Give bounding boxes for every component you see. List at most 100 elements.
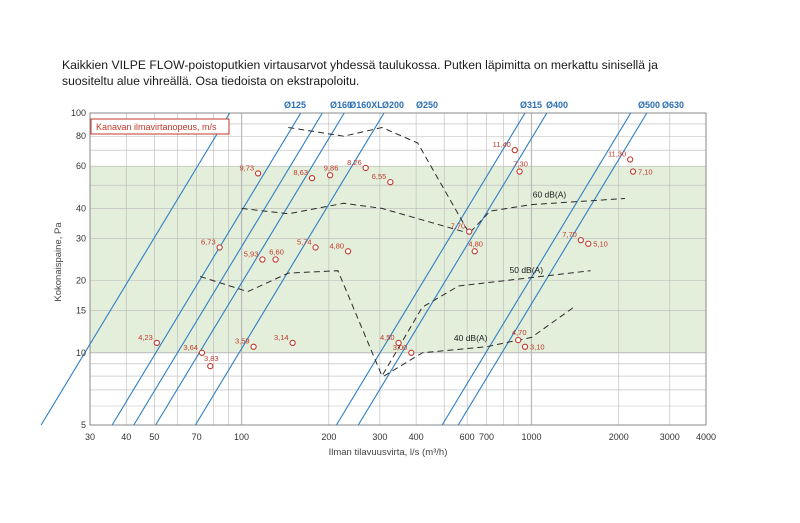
intro-text: Kaikkien VILPE FLOW-poistoputkien virtau… <box>62 58 658 88</box>
velocity-point <box>627 156 634 163</box>
x-tick-label: 1000 <box>521 432 541 442</box>
pipe-label: Ø315 <box>520 100 542 110</box>
velocity-label: 3,10 <box>530 343 545 352</box>
x-tick-label: 40 <box>121 432 131 442</box>
y-tick-label: 100 <box>71 108 86 118</box>
noise-curve <box>288 126 625 235</box>
noise-label: 40 dB(A) <box>454 333 488 343</box>
y-axis-label: Kokonaispaine, Pa <box>53 222 64 302</box>
velocity-label: 3,64 <box>183 343 198 352</box>
pipe-label: Ø160 <box>330 100 352 110</box>
velocity-label: 4,50 <box>380 333 395 342</box>
velocity-label: 3,00 <box>393 343 408 352</box>
velocity-point <box>408 349 415 356</box>
y-tick-label: 20 <box>76 276 86 286</box>
plot-frame <box>89 112 707 426</box>
x-tick-label: 700 <box>479 432 494 442</box>
velocity-label: 3,59 <box>235 337 250 346</box>
x-tick-label: 3000 <box>660 432 680 442</box>
velocity-point <box>577 236 584 244</box>
velocity-point <box>289 339 296 347</box>
noise-curves: 60 dB(A) 50 dB(A) 40 dB(A) <box>200 126 625 378</box>
legend: Kanavan ilmavirtanopeus, m/s <box>90 118 230 135</box>
velocity-point <box>629 168 637 175</box>
pipe-label: Ø400 <box>546 100 568 110</box>
legend-box <box>90 118 230 135</box>
velocity-point <box>511 146 518 154</box>
noise-curve <box>241 202 470 234</box>
pipe-line <box>40 112 231 426</box>
velocity-point <box>515 336 522 344</box>
pipe-label: Ø200 <box>382 100 404 110</box>
velocity-point <box>471 248 478 255</box>
velocity-label: 5,10 <box>593 240 608 249</box>
pipe-label: Ø160XL <box>349 100 383 110</box>
velocity-label: 4,23 <box>138 333 153 342</box>
pipe-label: Ø500 <box>638 100 660 110</box>
pipe-line <box>133 112 323 426</box>
velocity-label: 3,14 <box>274 333 289 342</box>
x-tick-label: 50 <box>149 432 159 442</box>
noise-curve <box>200 270 591 378</box>
velocity-label: 7,70 <box>562 230 577 239</box>
noise-label: 50 dB(A) <box>510 265 544 275</box>
pipe-label: Ø250 <box>416 100 438 110</box>
velocity-point <box>272 256 279 263</box>
pipe-line <box>111 112 302 426</box>
noise-label: 60 dB(A) <box>533 189 567 199</box>
velocity-point <box>395 339 402 347</box>
pipe-line <box>457 112 648 426</box>
velocity-point <box>153 339 160 347</box>
velocity-point <box>585 240 592 247</box>
velocity-label: 11,40 <box>493 140 511 149</box>
velocity-label: 7,70 <box>451 222 466 231</box>
pipe-line <box>194 112 385 426</box>
velocity-label: 6,55 <box>372 172 387 181</box>
velocity-label: 8,26 <box>347 158 362 167</box>
velocity-point <box>326 172 334 179</box>
velocity-point <box>516 168 523 175</box>
velocity-label: 3,83 <box>204 354 219 363</box>
y-tick-label: 30 <box>76 233 86 243</box>
velocity-point <box>254 170 262 177</box>
recommended-band <box>90 166 706 353</box>
velocity-label: 7,30 <box>513 160 528 169</box>
axis-ticks: 30 40 50 70 100 200 300 400 600 700 1000 2000 3000 40… <box>71 108 716 442</box>
velocity-label: 5,74 <box>297 237 312 246</box>
velocity-label: 4,80 <box>329 241 344 250</box>
velocity-point <box>312 244 319 251</box>
x-axis-label: Ilman tilavuusvirta, l/s (m³/h) <box>329 447 448 458</box>
grid <box>89 112 707 426</box>
velocity-points: 4,23 3,64 3,83 6,73 9,73 3,59 5,93 6,60 8,63 5,74… <box>138 140 653 370</box>
x-tick-label: 200 <box>321 432 336 442</box>
velocity-label: 6,60 <box>269 247 284 256</box>
y-tick-label: 15 <box>76 306 86 316</box>
pipe-line <box>335 112 526 426</box>
velocity-point <box>362 164 369 172</box>
pipe-label: Ø630 <box>662 100 684 110</box>
velocity-point <box>216 244 223 251</box>
velocity-label: 9,73 <box>239 163 254 172</box>
noise-curve <box>383 306 575 377</box>
pipe-line <box>155 112 345 426</box>
x-tick-label: 2000 <box>609 432 629 442</box>
velocity-point <box>466 228 473 235</box>
velocity-point <box>207 362 214 370</box>
velocity-point <box>344 248 352 255</box>
velocity-point <box>259 256 266 263</box>
pipe-label: Ø125 <box>284 100 306 110</box>
velocity-label: 4,70 <box>512 328 527 337</box>
y-tick-label: 10 <box>76 348 86 358</box>
x-tick-label: 400 <box>409 432 424 442</box>
velocity-label: 6,73 <box>201 237 216 246</box>
legend-text: Kanavan ilmavirtanopeus, m/s <box>96 122 217 132</box>
velocity-label: 5,93 <box>244 249 259 258</box>
x-tick-label: 100 <box>234 432 249 442</box>
velocity-label: 9,86 <box>324 163 339 172</box>
velocity-label: 7,10 <box>638 168 653 177</box>
velocity-point <box>198 349 206 356</box>
pipe-line <box>357 112 548 426</box>
y-tick-label: 80 <box>76 131 86 141</box>
